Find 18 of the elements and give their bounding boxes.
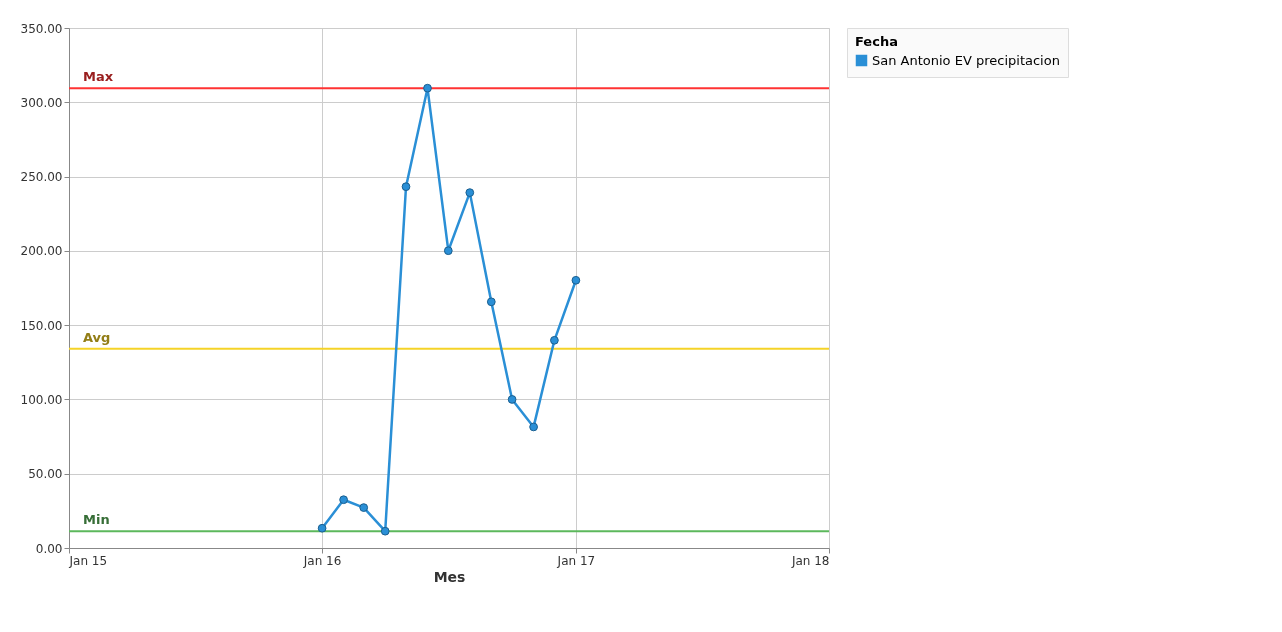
ref-line-label: Max [83, 69, 114, 85]
x-tick-label: Jan 18 [790, 553, 830, 568]
x-tick-label: Jan 15 [68, 553, 108, 568]
legend-label: San Antonio EV precipitacion [872, 52, 1060, 68]
y-tick-label: 250.00 [20, 170, 63, 185]
y-tick-label: 150.00 [20, 318, 63, 333]
ref-line-label: Avg [83, 329, 111, 345]
y-tick-label: 100.00 [20, 392, 63, 407]
legend-title: Fecha [855, 34, 898, 49]
y-tick-label: 350.00 [20, 21, 63, 36]
x-axis-title: Mes [433, 568, 466, 585]
ref-line-label: Min [83, 512, 110, 528]
y-tick-label: 50.00 [28, 467, 63, 482]
y-tick-label: 200.00 [20, 244, 63, 259]
x-tick-label: Jan 16 [302, 553, 342, 568]
x-tick-label: Jan 17 [556, 553, 596, 568]
y-tick-label: 0.00 [35, 541, 63, 556]
y-tick-label: 300.00 [20, 95, 63, 110]
